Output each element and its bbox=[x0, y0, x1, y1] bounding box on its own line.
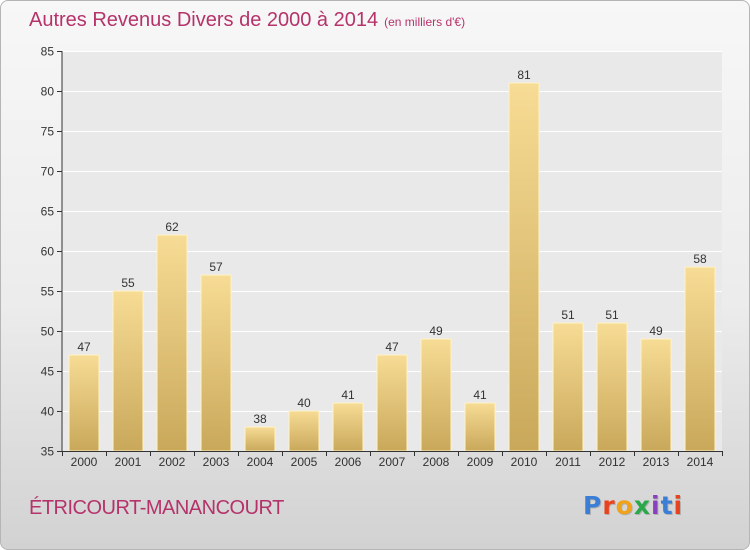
bar bbox=[420, 338, 452, 452]
x-tick-label: 2001 bbox=[115, 455, 142, 469]
bars bbox=[68, 82, 716, 452]
logo-letter: t bbox=[660, 491, 674, 520]
x-tick-label: 2014 bbox=[687, 455, 714, 469]
bar bbox=[640, 338, 672, 452]
bar bbox=[332, 402, 364, 452]
bar-value-label: 57 bbox=[209, 260, 223, 274]
bar-value-label: 58 bbox=[693, 252, 707, 266]
y-axis-ticks: 35 40 45 50 55 60 65 70 75 80 85 bbox=[41, 45, 62, 459]
bar-value-label: 51 bbox=[561, 308, 575, 322]
x-tick-label: 2011 bbox=[555, 455, 581, 469]
bar bbox=[684, 266, 716, 452]
bar-value-label: 41 bbox=[473, 388, 487, 402]
bar bbox=[376, 354, 408, 452]
value-labels: 47 55 62 57 38 40 41 47 49 41 81 51 51 49 58 bbox=[77, 68, 707, 426]
y-tick-label: 50 bbox=[41, 325, 55, 339]
bar bbox=[244, 426, 276, 452]
bar-value-label: 47 bbox=[385, 340, 399, 354]
x-tick-label: 2000 bbox=[71, 455, 98, 469]
y-tick-label: 40 bbox=[41, 405, 55, 419]
bar bbox=[200, 274, 232, 452]
x-tick-label: 2010 bbox=[511, 455, 538, 469]
logo-letter: P bbox=[583, 491, 603, 520]
x-tick-label: 2004 bbox=[247, 455, 274, 469]
bar-value-label: 51 bbox=[605, 308, 619, 322]
x-tick-label: 2008 bbox=[423, 455, 450, 469]
x-tick-label: 2006 bbox=[335, 455, 362, 469]
y-tick-label: 85 bbox=[41, 45, 55, 59]
x-axis-ticks: 2000 2001 2002 2003 2004 2005 2006 2007 2008 2009… bbox=[62, 451, 723, 469]
chart-title-unit: (en milliers d'€) bbox=[384, 15, 466, 29]
bar bbox=[112, 290, 144, 452]
y-tick-label: 55 bbox=[41, 285, 55, 299]
bar bbox=[552, 322, 584, 452]
bar-value-label: 49 bbox=[649, 324, 663, 338]
bar bbox=[596, 322, 628, 452]
y-tick-label: 70 bbox=[41, 165, 55, 179]
chart-title: Autres Revenus Divers de 2000 à 2014 (en … bbox=[29, 9, 465, 32]
bar-value-label: 62 bbox=[165, 220, 179, 234]
logo-letter: i bbox=[673, 491, 684, 520]
bar-value-label: 40 bbox=[297, 396, 311, 410]
bar-value-label: 55 bbox=[121, 276, 135, 290]
commune-name: ÉTRICOURT-MANANCOURT bbox=[29, 497, 284, 519]
bar bbox=[288, 410, 320, 452]
logo-letter: x bbox=[633, 491, 651, 520]
y-tick-label: 35 bbox=[41, 445, 55, 459]
x-tick-label: 2009 bbox=[467, 455, 494, 469]
x-tick-label: 2002 bbox=[159, 455, 186, 469]
logo-letter: i bbox=[651, 491, 661, 520]
logo-letter: r bbox=[602, 491, 616, 520]
bar-value-label: 38 bbox=[253, 412, 267, 426]
bar bbox=[68, 354, 100, 452]
bar bbox=[156, 234, 188, 452]
logo-letter: o bbox=[615, 491, 634, 520]
proxiti-logo[interactable]: Proxiti bbox=[583, 491, 683, 520]
y-tick-label: 80 bbox=[41, 85, 55, 99]
y-tick-label: 45 bbox=[41, 365, 55, 379]
bar bbox=[508, 82, 540, 452]
x-tick-label: 2007 bbox=[379, 455, 406, 469]
x-tick-label: 2012 bbox=[599, 455, 626, 469]
x-tick-label: 2013 bbox=[643, 455, 670, 469]
y-tick-label: 75 bbox=[41, 125, 55, 139]
bar-value-label: 41 bbox=[341, 388, 355, 402]
chart-title-main: Autres Revenus Divers de 2000 à 2014 bbox=[29, 9, 379, 31]
bar-value-label: 49 bbox=[429, 324, 443, 338]
bar bbox=[464, 402, 496, 452]
x-tick-label: 2003 bbox=[203, 455, 230, 469]
bar-value-label: 47 bbox=[77, 340, 91, 354]
bar-value-label: 81 bbox=[517, 68, 531, 82]
y-tick-label: 65 bbox=[41, 205, 55, 219]
y-tick-label: 60 bbox=[41, 245, 55, 259]
x-tick-label: 2005 bbox=[291, 455, 318, 469]
